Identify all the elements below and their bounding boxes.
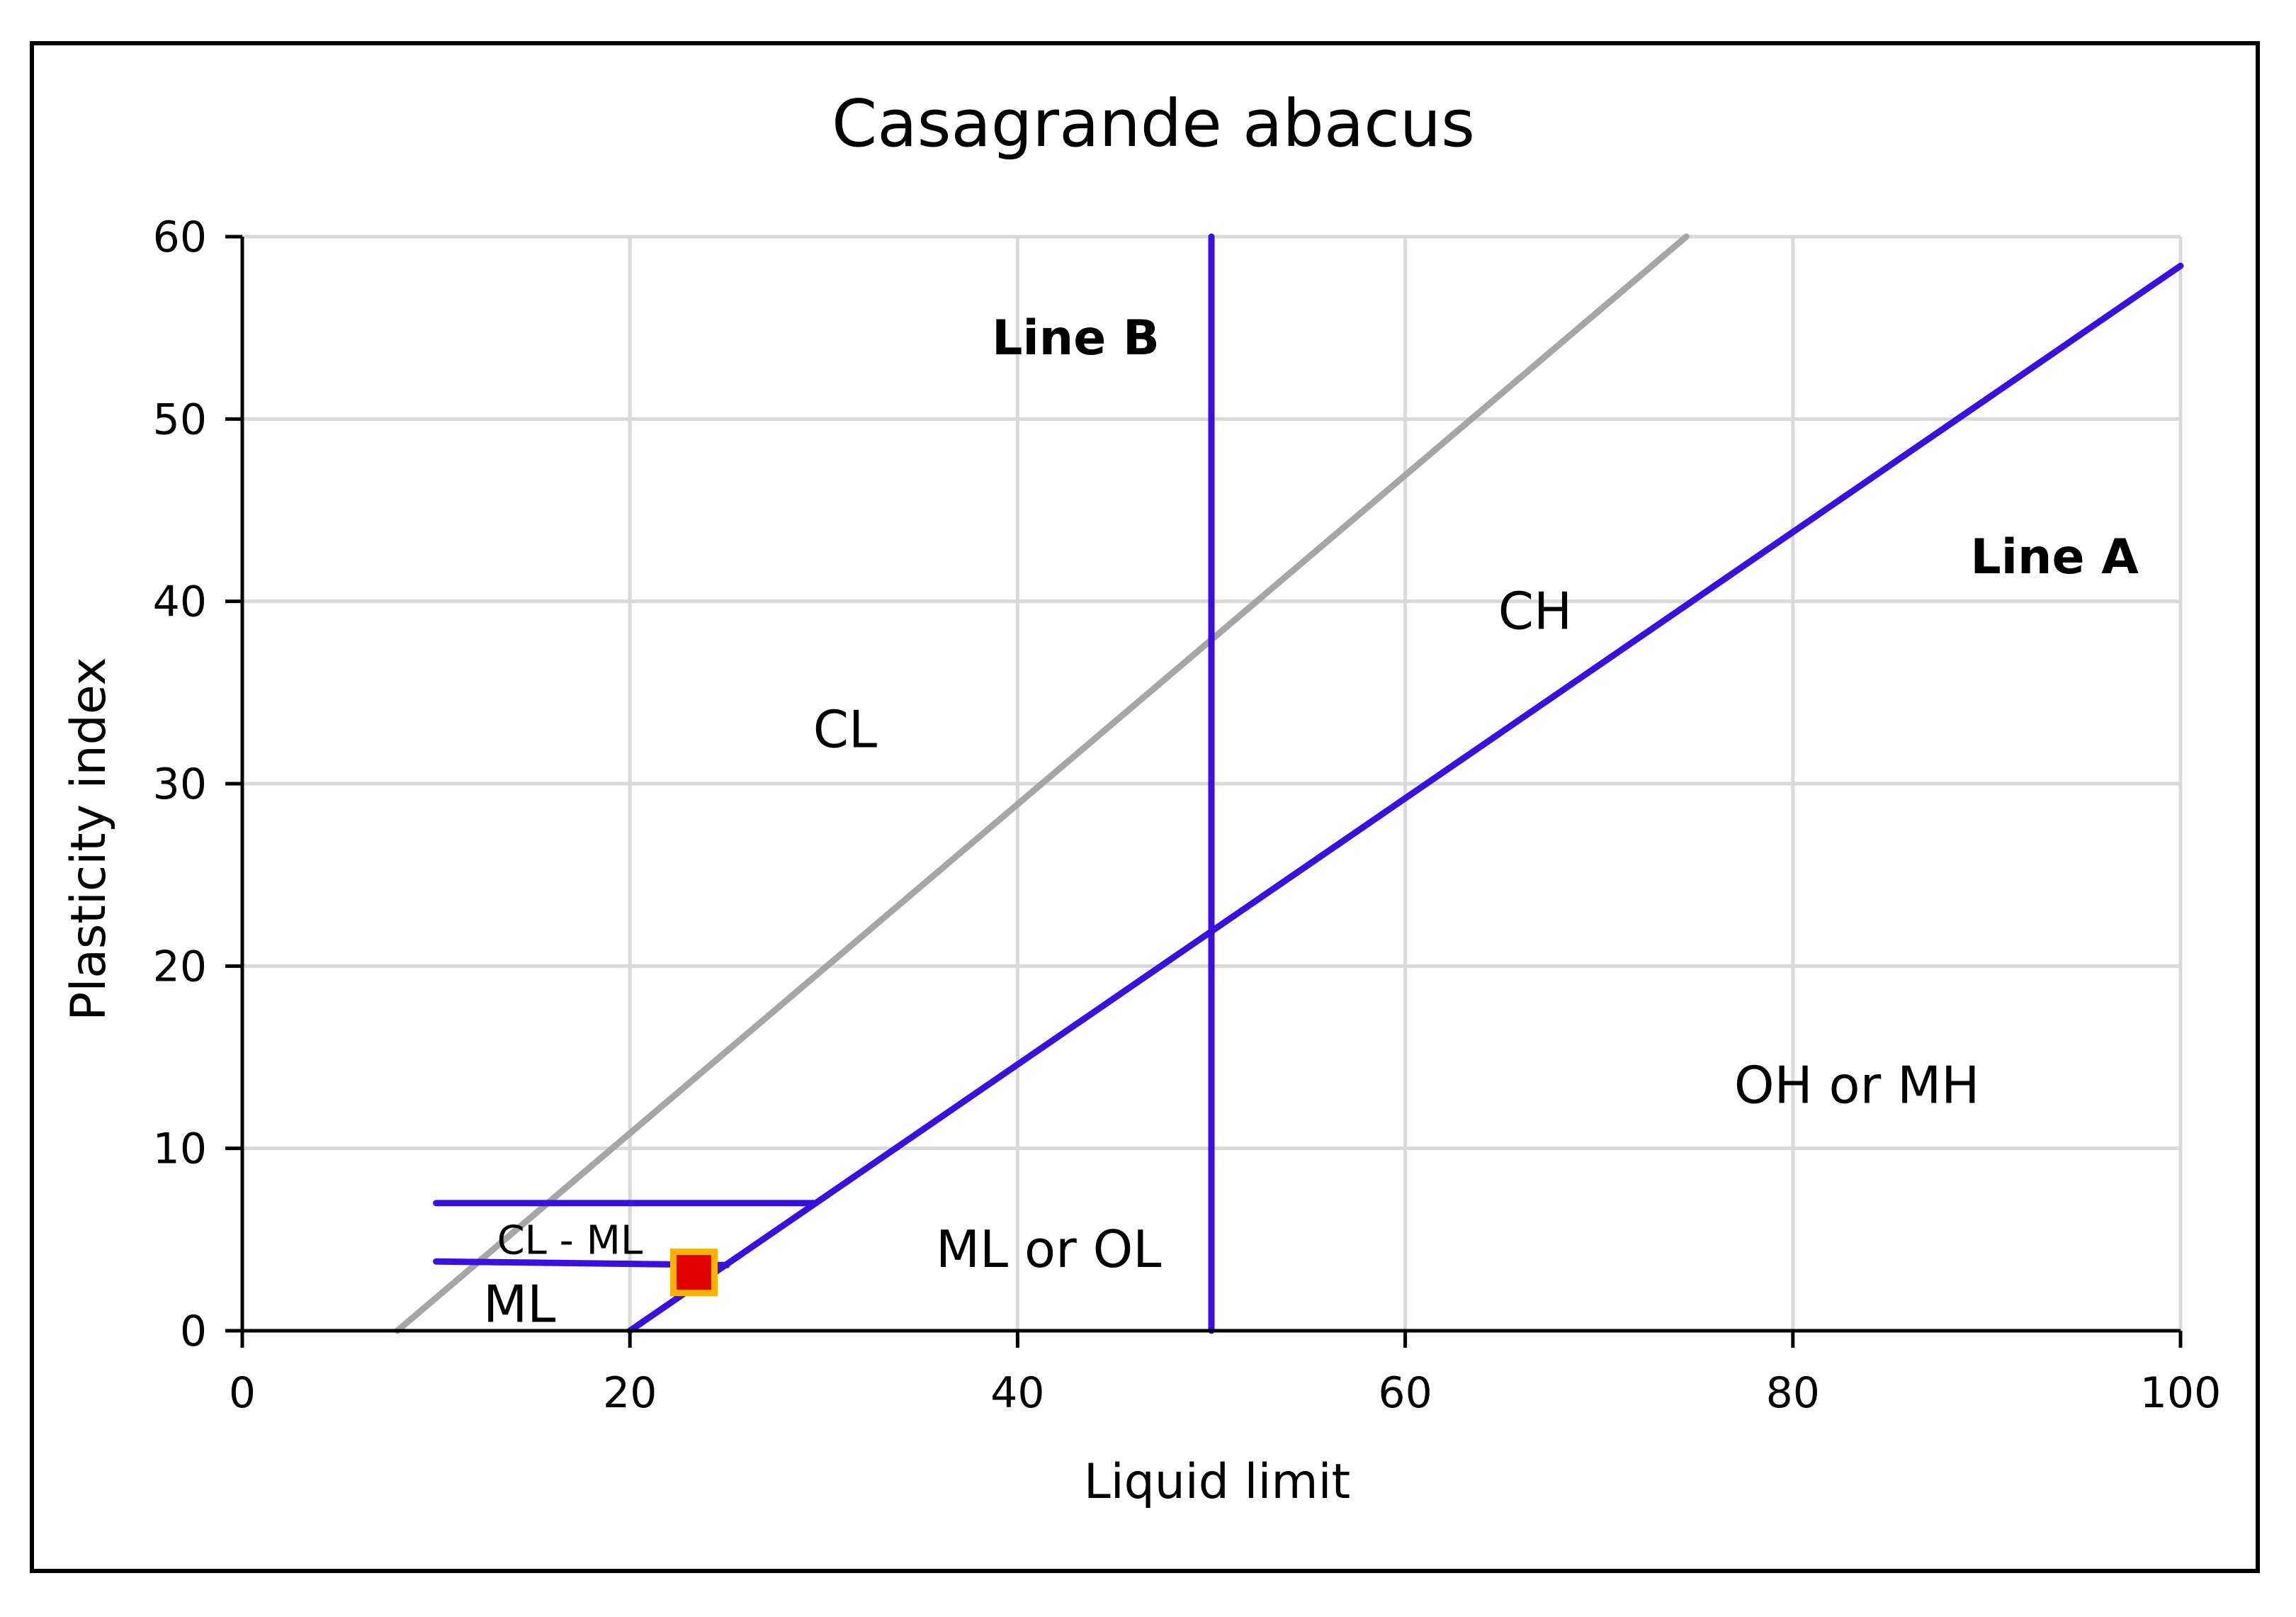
x-axis-label: Liquid limit	[1084, 1454, 1350, 1510]
region-label: Line B	[992, 310, 1160, 366]
series-line-1	[626, 262, 2184, 1334]
y-tick-label: 50	[153, 395, 207, 444]
x-tick-label: 100	[2140, 1368, 2222, 1418]
region-label: CH	[1498, 581, 1572, 641]
x-tick-label: 80	[1766, 1368, 1820, 1418]
data-markers	[669, 1249, 718, 1297]
region-label: ML or OL	[936, 1219, 1161, 1279]
x-tick-label: 20	[603, 1368, 657, 1418]
chart-title: Casagrande abacus	[832, 86, 1475, 162]
y-tick-label: 20	[153, 942, 207, 991]
region-label: CL	[813, 700, 877, 760]
region-label: OH or MH	[1734, 1056, 1980, 1115]
region-labels: Line B Line A CH CL OH or MH ML or OL CL - ML M…	[483, 310, 2139, 1334]
y-tick-label: 30	[153, 760, 207, 809]
data-point	[669, 1249, 718, 1297]
x-tick-label: 60	[1378, 1368, 1432, 1418]
x-tick-label: 0	[229, 1368, 256, 1418]
region-label: CL - ML	[497, 1217, 643, 1263]
y-tick-label: 0	[180, 1307, 207, 1356]
axes: 0 20 40 60 80 100 0 10 20 30 40 50 60	[153, 213, 2222, 1418]
y-axis-label: Plasticity index	[61, 657, 117, 1020]
x-tick-label: 40	[990, 1368, 1044, 1418]
casagrande-chart: 0 20 40 60 80 100 0 10 20 30 40 50 60 Line B Line A CH…	[61, 86, 2222, 1510]
y-tick-label: 10	[153, 1125, 207, 1174]
series-lines	[394, 233, 2184, 1334]
series-line-0	[394, 233, 1690, 1334]
y-tick-label: 60	[153, 213, 207, 262]
region-label: Line A	[1970, 529, 2139, 585]
chart-frame: 0 20 40 60 80 100 0 10 20 30 40 50 60 Line B Line A CH…	[30, 41, 2260, 1573]
region-label: ML	[483, 1274, 555, 1334]
y-tick-label: 40	[153, 578, 207, 627]
